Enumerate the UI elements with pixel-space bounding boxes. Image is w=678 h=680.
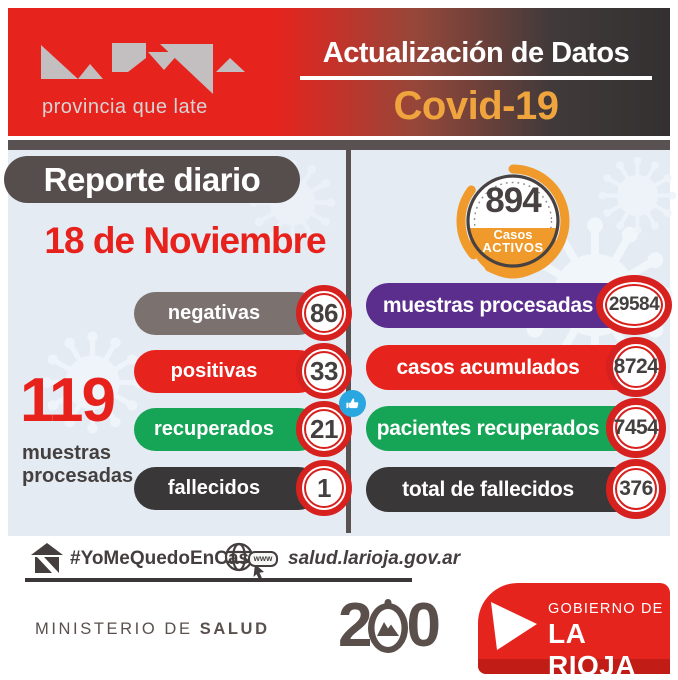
stat-label: pacientes recuperados: [376, 417, 600, 440]
stat-value: 21: [310, 413, 338, 444]
government-line1: GOBIERNO DE: [548, 601, 664, 617]
logo-tagline: provincia que late: [42, 96, 208, 118]
government-triangle-icon: [491, 602, 537, 650]
stat-value: 7454: [613, 416, 659, 439]
total-stat-casos-acumulados: casos acumulados 8724: [366, 337, 666, 397]
report-date: 18 de Noviembre: [44, 220, 326, 261]
daily-stat-positivas: positivas 33: [134, 343, 352, 399]
stat-label: fallecidos: [167, 477, 261, 499]
report-title-pill: Reporte diario: [4, 156, 300, 203]
stat-value-badge: 86: [296, 285, 352, 341]
stat-value-badge: 376: [606, 459, 666, 519]
government-line2: LA RIOJA: [548, 618, 637, 674]
stat-value-badge: 21: [296, 401, 352, 457]
bicentennial-logo: 2 0: [338, 591, 441, 660]
stat-value-badge: 33: [296, 343, 352, 399]
www-tag: www: [248, 551, 278, 567]
bicentennial-digit: 2: [338, 591, 373, 660]
mountain-emblem-icon: [368, 599, 409, 653]
active-cases-ring-icon: [456, 164, 570, 279]
header-divider-strip: [8, 140, 670, 150]
samples-label-line2: procesadas: [22, 465, 134, 487]
active-cases-label: Casos ACTIVOS: [454, 228, 572, 254]
active-cases-value: 894: [485, 181, 541, 220]
stat-value: 1: [317, 472, 331, 503]
covid-subtitle: Covid-19: [393, 84, 559, 128]
ministry-bold: SALUD: [199, 620, 270, 638]
stat-value-badge: 1: [296, 460, 352, 516]
government-title: GOBIERNO DE LA RIOJA: [548, 601, 670, 674]
total-stat-muestras-procesadas: muestras procesadas 29584: [366, 275, 672, 335]
stat-value: 29584: [608, 294, 660, 315]
header-banner: provincia que late Actualización de Dato…: [8, 8, 670, 136]
column-divider: [346, 150, 351, 533]
ministry-title: MINISTERIO DE SALUD: [35, 620, 270, 639]
active-cases-badge: 894 Casos ACTIVOS: [454, 162, 572, 280]
stat-value: 33: [310, 355, 338, 386]
cursor-icon: [253, 564, 264, 579]
daily-samples-count: 119: [20, 366, 116, 435]
stat-value: 86: [310, 297, 338, 328]
stat-value: 8724: [613, 355, 659, 378]
header-title-block: Actualización de Datos Covid-19: [298, 34, 654, 129]
page-title: Actualización de Datos: [322, 37, 630, 69]
house-icon: [31, 543, 63, 573]
stat-label: recuperados: [153, 418, 275, 440]
stat-value: 376: [619, 477, 653, 500]
stat-value-badge: 29584: [596, 275, 672, 335]
thumbs-up-icon: [339, 390, 366, 417]
samples-label-line1: muestras: [22, 442, 111, 464]
website-link[interactable]: salud.larioja.gov.ar: [288, 548, 461, 569]
stay-home-hashtag: #YoMeQuedoEnCasa: [70, 548, 260, 569]
daily-stat-fallecidos: fallecidos 1: [134, 460, 352, 516]
stat-label: negativas: [167, 302, 261, 324]
bicentennial-digit: 0: [406, 591, 441, 660]
la-rioja-logo: [41, 43, 245, 94]
government-badge-base: [478, 659, 670, 674]
ministry-prefix: MINISTERIO DE: [35, 620, 200, 638]
stat-label: casos acumulados: [396, 356, 580, 379]
government-badge: GOBIERNO DE LA RIOJA: [478, 583, 670, 674]
daily-samples-label: muestras procesadas: [22, 442, 133, 488]
stat-label: positivas: [170, 360, 258, 382]
globe-www-icon: www: [224, 541, 282, 581]
daily-stat-recuperados: recuperados 21: [134, 390, 366, 457]
total-stat-total-fallecidos: total de fallecidos 376: [366, 459, 666, 519]
stat-value-badge: 8724: [606, 337, 666, 397]
daily-stat-negativas: negativas 86: [134, 285, 352, 341]
total-stat-pacientes-recuperados: pacientes recuperados 7454: [366, 398, 666, 458]
footer-divider: [25, 578, 412, 582]
stat-value-badge: 7454: [606, 398, 666, 458]
active-label-line2: ACTIVOS: [482, 240, 544, 255]
stat-label: total de fallecidos: [402, 478, 574, 501]
title-underline: [300, 76, 652, 80]
